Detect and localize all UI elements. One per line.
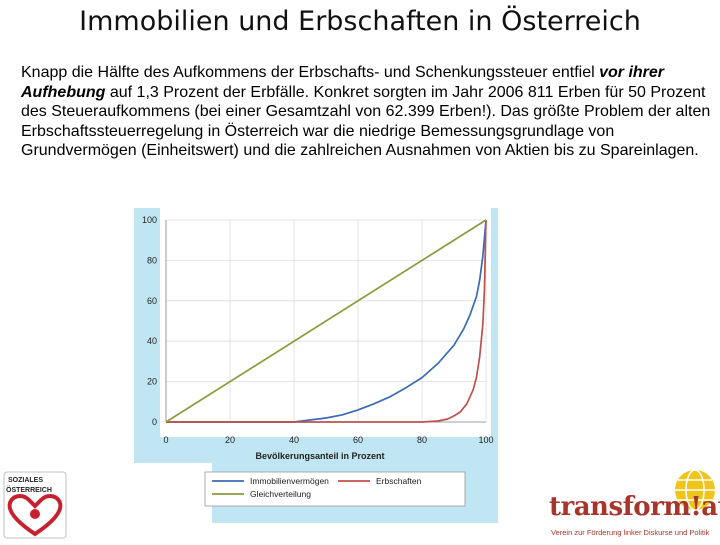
y-tick-label: 0: [152, 417, 157, 427]
slide-title: Immobilien und Erbschaften in Österreich: [79, 6, 641, 37]
body-text: Knapp die Hälfte des Aufkommens der Erbs…: [21, 63, 711, 161]
legend-label: Immobilienvermögen: [250, 476, 329, 486]
transform-at-logo: transform!at Verein zur Förderung linker…: [545, 468, 720, 540]
globe-icon: [675, 469, 715, 511]
y-tick-label: 80: [147, 255, 157, 265]
y-tick-label: 40: [147, 336, 157, 346]
body-text-part1: Knapp die Hälfte des Aufkommens der Erbs…: [21, 64, 600, 81]
chart-right-strip: [491, 208, 498, 437]
plot-area: [160, 212, 491, 437]
x-axis-label: Bevölkerungsanteil in Prozent: [255, 451, 384, 461]
y-tick-label: 20: [147, 377, 157, 387]
x-tick-label: 60: [353, 435, 363, 445]
logo-left-top-text: SOZIALES: [8, 477, 44, 484]
x-tick-label: 0: [163, 435, 168, 445]
body-text-part2: auf 1,3 Prozent der Erbfälle. Konkret so…: [21, 83, 711, 160]
chart-bottom-panel: [160, 437, 498, 463]
series-line-2: [165, 219, 487, 423]
x-tick-label: 100: [478, 435, 493, 445]
body-text-emphasis: vor ihrer Aufhebung: [21, 64, 665, 101]
legend-box: [204, 471, 466, 507]
x-tick-label: 40: [289, 435, 299, 445]
y-tick-label: 100: [142, 215, 157, 225]
legend-label: Erbschaften: [376, 476, 422, 486]
transform-brand-text: transform!at: [549, 492, 720, 522]
series-line-0: [166, 219, 487, 423]
x-tick-label: 80: [417, 435, 427, 445]
soziales-oesterreich-logo: SOZIALES ÖSTERREICH: [2, 470, 72, 540]
legend-label: Gleichverteilung: [250, 489, 311, 499]
series-line-1: [166, 219, 487, 423]
y-tick-label: 60: [147, 296, 157, 306]
logo-left-bottom-text: ÖSTERREICH: [6, 487, 52, 494]
heart-dot-icon: [30, 509, 40, 519]
x-tick-label: 20: [225, 435, 235, 445]
transform-subtitle: Verein zur Förderung linker Diskurse und…: [551, 528, 710, 537]
heart-icon: [7, 494, 63, 537]
chart-left-panel: [134, 208, 160, 463]
